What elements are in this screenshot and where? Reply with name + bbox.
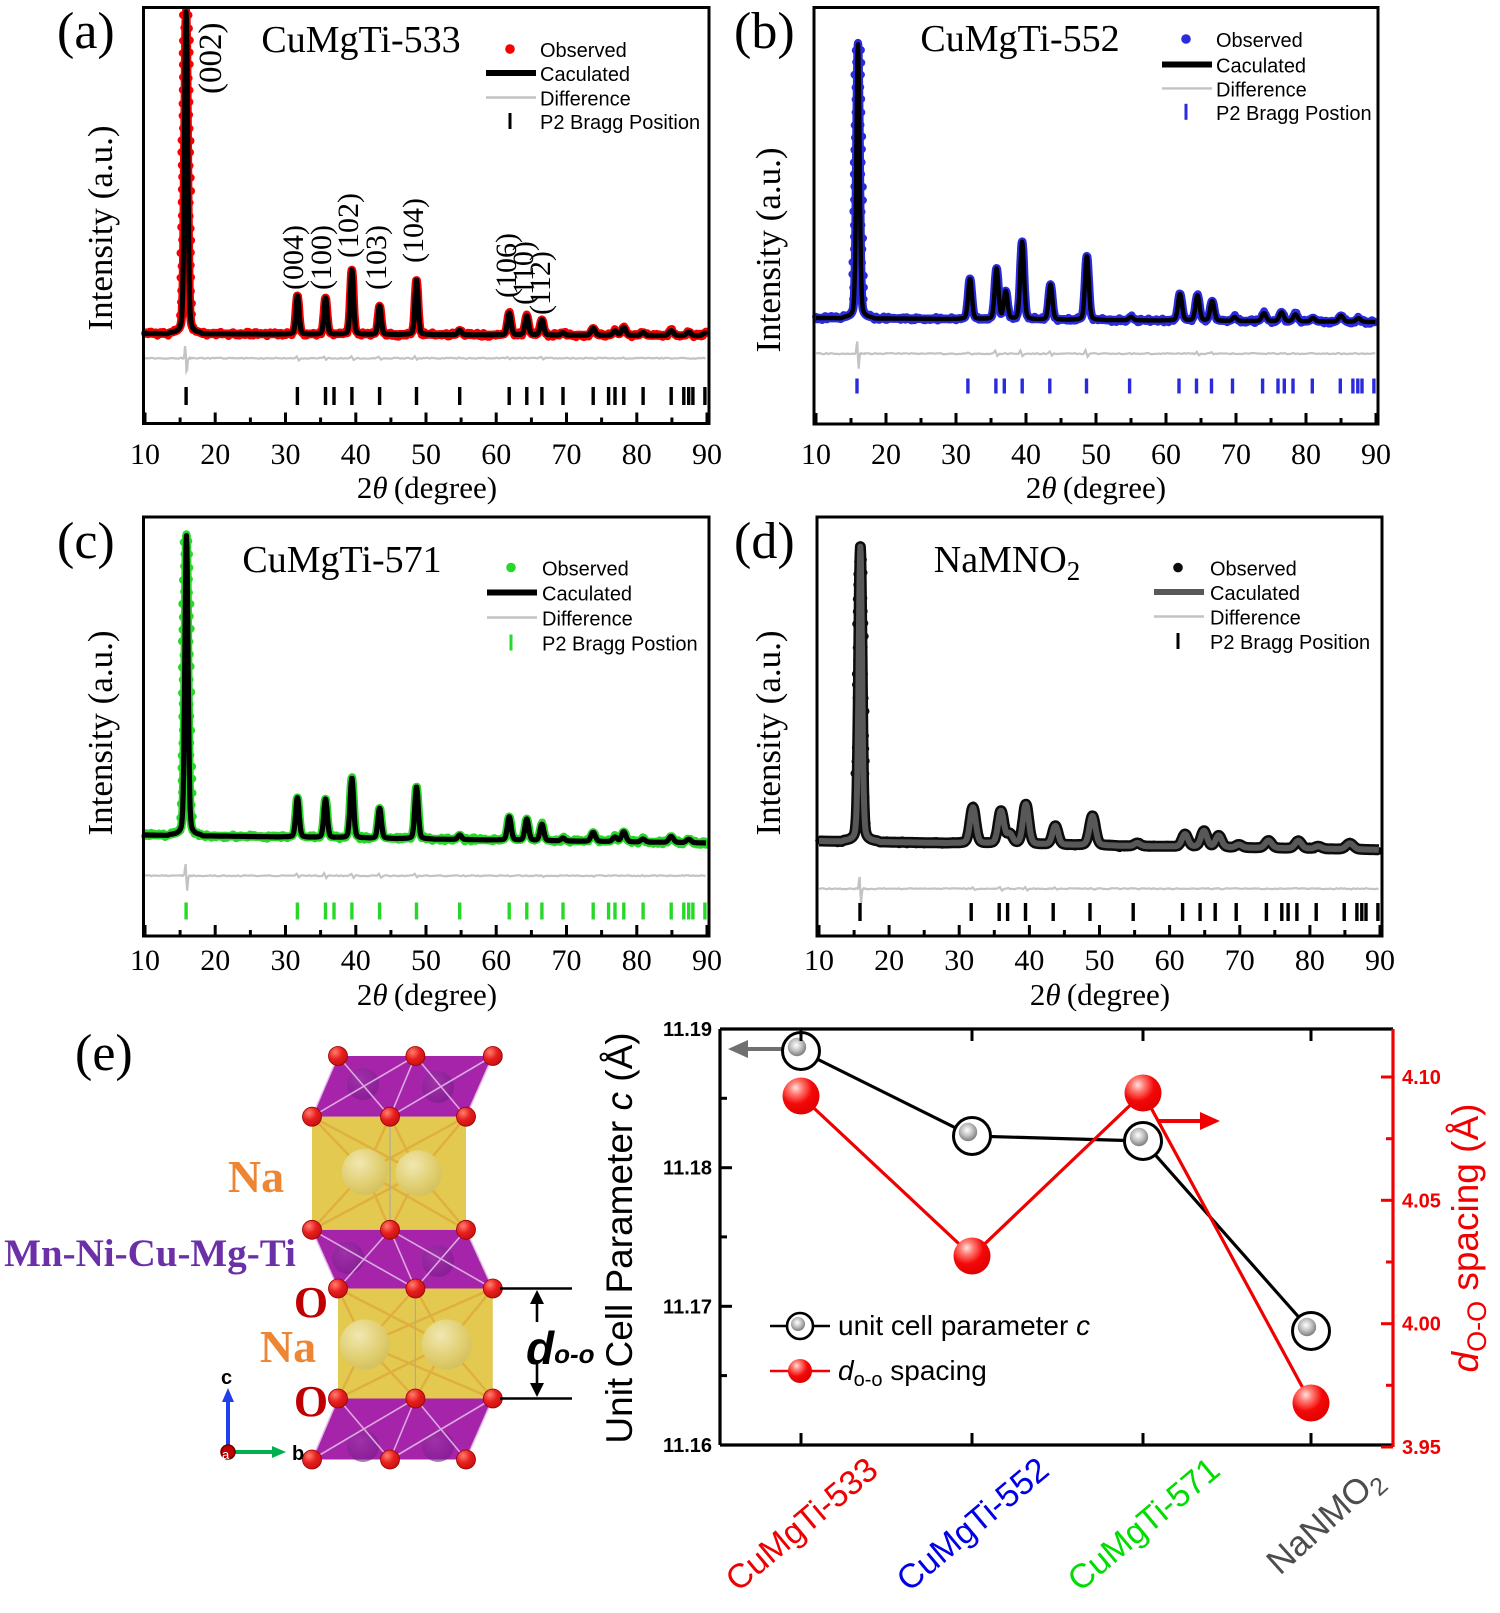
svg-text:10: 10 — [130, 944, 160, 977]
svg-text:(112): (112) — [524, 251, 557, 315]
svg-text:60: 60 — [481, 438, 511, 471]
svg-text:(c): (c) — [57, 513, 115, 570]
svg-text:70: 70 — [552, 944, 582, 977]
svg-text:Intensity (a.u.): Intensity (a.u.) — [749, 630, 788, 835]
svg-text:Caculated: Caculated — [542, 584, 632, 606]
svg-text:10: 10 — [130, 438, 160, 471]
svg-text:Difference: Difference — [540, 89, 631, 111]
svg-text:P2 Bragg Postion: P2 Bragg Postion — [1216, 103, 1372, 125]
svg-text:Observed: Observed — [1210, 559, 1297, 581]
svg-text:a: a — [222, 1447, 230, 1462]
svg-text:40: 40 — [1014, 944, 1044, 977]
svg-text:70: 70 — [552, 438, 582, 471]
svg-text:(103): (103) — [360, 225, 393, 290]
svg-text:(a): (a) — [57, 3, 115, 60]
svg-text:20: 20 — [874, 944, 904, 977]
svg-text:20: 20 — [871, 438, 901, 471]
svg-text:50: 50 — [411, 944, 441, 977]
svg-text:P2 Bragg Position: P2 Bragg Position — [540, 112, 700, 134]
svg-text:4.00: 4.00 — [1402, 1314, 1441, 1336]
svg-text:4.05: 4.05 — [1402, 1190, 1441, 1212]
svg-text:(002): (002) — [193, 23, 229, 94]
svg-text:60: 60 — [1151, 438, 1181, 471]
svg-text:30: 30 — [271, 944, 301, 977]
svg-text:NaMNO2: NaMNO2 — [934, 539, 1080, 586]
svg-text:Difference: Difference — [542, 609, 633, 631]
svg-text:50: 50 — [1085, 944, 1115, 977]
svg-text:Observed: Observed — [1216, 30, 1303, 52]
svg-text:(104): (104) — [397, 198, 430, 263]
svg-text:Intensity (a.u.): Intensity (a.u.) — [81, 630, 120, 835]
svg-text:P2 Bragg Position: P2 Bragg Position — [1210, 632, 1370, 654]
svg-text:Observed: Observed — [540, 40, 627, 62]
svg-text:70: 70 — [1225, 944, 1255, 977]
svg-text:10: 10 — [804, 944, 834, 977]
svg-text:11.16: 11.16 — [663, 1435, 712, 1457]
svg-text:4.10: 4.10 — [1402, 1067, 1441, 1089]
svg-text:90: 90 — [692, 944, 722, 977]
svg-text:Intensity (a.u.): Intensity (a.u.) — [749, 147, 788, 352]
svg-text:2θ (degree): 2θ (degree) — [1026, 470, 1166, 505]
svg-text:CuMgTi-552: CuMgTi-552 — [920, 18, 1119, 60]
svg-text:30: 30 — [941, 438, 971, 471]
svg-text:30: 30 — [271, 438, 301, 471]
svg-text:Caculated: Caculated — [540, 64, 630, 86]
svg-text:Unit Cell Parameter c (Å): Unit Cell Parameter c (Å) — [599, 1032, 640, 1443]
svg-text:O: O — [294, 1278, 328, 1327]
svg-text:Na: Na — [260, 1321, 316, 1372]
svg-text:(e): (e) — [75, 1025, 133, 1082]
svg-text:b: b — [292, 1443, 304, 1465]
svg-text:70: 70 — [1221, 438, 1251, 471]
svg-text:11.18: 11.18 — [663, 1158, 712, 1180]
svg-text:20: 20 — [200, 944, 230, 977]
svg-text:unit cell parameter c: unit cell parameter c — [838, 1310, 1090, 1341]
svg-text:40: 40 — [341, 944, 371, 977]
svg-text:20: 20 — [200, 438, 230, 471]
svg-text:(d): (d) — [734, 513, 795, 570]
svg-text:3.95: 3.95 — [1402, 1437, 1441, 1459]
svg-text:c: c — [221, 1367, 232, 1389]
svg-text:Difference: Difference — [1210, 608, 1301, 630]
svg-text:50: 50 — [1081, 438, 1111, 471]
svg-text:90: 90 — [1365, 944, 1395, 977]
svg-text:Caculated: Caculated — [1216, 56, 1306, 78]
svg-text:Caculated: Caculated — [1210, 583, 1300, 605]
svg-text:90: 90 — [1361, 438, 1391, 471]
svg-text:2θ (degree): 2θ (degree) — [1030, 977, 1170, 1012]
svg-text:Na: Na — [228, 1151, 284, 1202]
svg-text:40: 40 — [1011, 438, 1041, 471]
svg-text:(100): (100) — [305, 225, 338, 290]
svg-text:11.17: 11.17 — [663, 1296, 712, 1318]
svg-text:2θ (degree): 2θ (degree) — [357, 470, 497, 505]
svg-text:Mn-Ni-Cu-Mg-Ti: Mn-Ni-Cu-Mg-Ti — [4, 1232, 296, 1275]
svg-text:(004): (004) — [277, 225, 310, 290]
svg-text:80: 80 — [622, 438, 652, 471]
svg-text:60: 60 — [481, 944, 511, 977]
svg-text:10: 10 — [801, 438, 831, 471]
svg-text:dO-O spacing (Å): dO-O spacing (Å) — [1445, 1104, 1492, 1373]
svg-text:CuMgTi-571: CuMgTi-571 — [242, 539, 441, 581]
svg-text:(102): (102) — [332, 193, 365, 258]
svg-text:do-o spacing: do-o spacing — [838, 1355, 987, 1391]
svg-text:40: 40 — [341, 438, 371, 471]
svg-text:80: 80 — [1291, 438, 1321, 471]
svg-text:P2 Bragg Postion: P2 Bragg Postion — [542, 634, 698, 656]
svg-text:80: 80 — [1295, 944, 1325, 977]
svg-text:O: O — [294, 1377, 328, 1426]
svg-text:Difference: Difference — [1216, 79, 1307, 101]
svg-text:CuMgTi-533: CuMgTi-533 — [261, 19, 460, 61]
svg-text:(b): (b) — [734, 3, 795, 60]
svg-text:30: 30 — [944, 944, 974, 977]
svg-text:90: 90 — [692, 438, 722, 471]
svg-text:Intensity (a.u.): Intensity (a.u.) — [81, 125, 120, 330]
svg-text:(110): (110) — [507, 241, 540, 305]
svg-text:2θ (degree): 2θ (degree) — [357, 977, 497, 1012]
svg-text:50: 50 — [411, 438, 441, 471]
svg-text:60: 60 — [1155, 944, 1185, 977]
svg-text:(106): (106) — [490, 233, 523, 298]
svg-text:11.19: 11.19 — [663, 1019, 712, 1041]
svg-text:80: 80 — [622, 944, 652, 977]
svg-text:Observed: Observed — [542, 559, 629, 581]
